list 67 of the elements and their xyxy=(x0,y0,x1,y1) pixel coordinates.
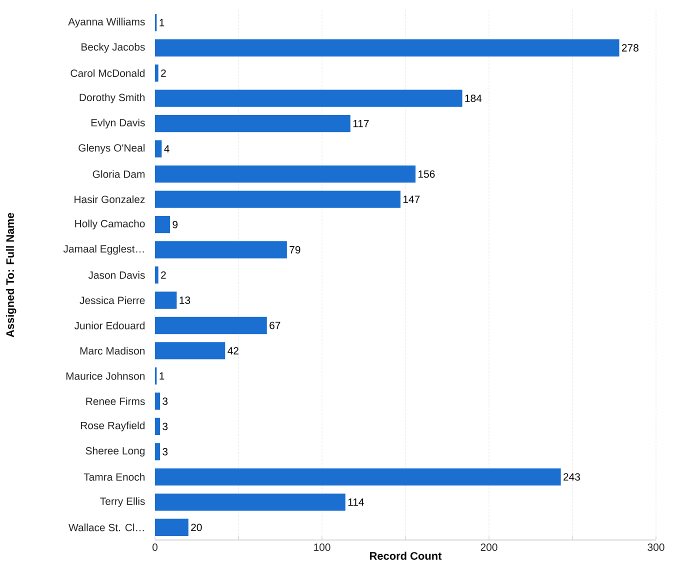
y-tick-label: Jason Davis xyxy=(88,271,145,279)
data-label: 117 xyxy=(353,120,369,128)
y-tick-label: Jamaal Egglest… xyxy=(63,244,144,255)
x-tick-label: 200 xyxy=(480,544,498,551)
y-tick-label: Wallace St. Cl… xyxy=(68,524,144,532)
bar xyxy=(155,418,160,436)
y-tick-label: Tamra Enoch xyxy=(84,473,145,481)
data-label: 243 xyxy=(564,473,580,481)
y-tick-label: Marc Madison xyxy=(80,346,145,355)
x-axis-title: Record Count xyxy=(370,552,442,560)
bar xyxy=(155,216,170,234)
bar xyxy=(155,518,188,536)
data-label: 3 xyxy=(162,448,168,456)
y-tick-label: Hasir Gonzalez xyxy=(74,195,145,204)
bar xyxy=(155,165,416,183)
data-label: 13 xyxy=(180,296,190,304)
y-tick-label: Sheree Long xyxy=(86,446,145,457)
bar xyxy=(155,190,400,208)
data-label: 278 xyxy=(622,44,638,52)
y-tick-label: Terry Ellis xyxy=(100,497,145,508)
bar xyxy=(155,443,160,460)
y-tick-label: Ayanna Williams xyxy=(68,18,145,28)
y-tick-label: Carol McDonald xyxy=(70,69,145,77)
data-label: 9 xyxy=(172,220,178,228)
bar xyxy=(155,292,177,309)
y-tick-label: Glenys O'Neal xyxy=(78,144,145,154)
bar xyxy=(155,39,620,56)
y-tick-label: Evlyn Davis xyxy=(91,118,145,128)
y-tick-label: Maurice Johnson xyxy=(66,372,145,380)
x-tick-label: 100 xyxy=(314,544,330,551)
data-label: 20 xyxy=(191,524,202,532)
data-label: 3 xyxy=(162,398,168,405)
x-tick-label: 300 xyxy=(648,544,664,551)
bar xyxy=(155,114,350,132)
y-axis-title: Assigned To: Full Name xyxy=(6,212,16,338)
y-tick-label: Jessica Pierre xyxy=(80,296,145,304)
data-label: 3 xyxy=(162,422,168,430)
data-label: 4 xyxy=(164,145,170,152)
bar xyxy=(155,266,158,284)
bar xyxy=(155,468,561,486)
bar xyxy=(155,140,162,158)
y-tick-label: Renee Firms xyxy=(86,397,145,406)
data-label: 79 xyxy=(290,246,300,254)
y-tick-label: Rose Rayfield xyxy=(80,422,145,432)
data-label: 114 xyxy=(348,498,364,506)
bar xyxy=(155,241,287,258)
data-label: 156 xyxy=(418,170,435,178)
data-label: 184 xyxy=(465,94,482,102)
y-tick-label: Gloria Dam xyxy=(92,170,145,178)
bar xyxy=(155,494,346,511)
data-label: 42 xyxy=(228,347,238,354)
bar xyxy=(155,90,462,107)
data-label: 2 xyxy=(161,271,166,279)
bar xyxy=(155,316,267,334)
data-label: 1 xyxy=(160,372,164,380)
bar xyxy=(155,64,158,82)
x-tick-label: 0 xyxy=(152,544,158,551)
bar xyxy=(155,392,160,410)
data-label: 1 xyxy=(160,19,164,26)
bar xyxy=(155,342,226,360)
y-tick-label: Becky Jacobs xyxy=(82,42,145,53)
y-tick-label: Holly Camacho xyxy=(75,220,145,230)
data-label: 147 xyxy=(403,196,420,203)
y-tick-label: Dorothy Smith xyxy=(80,93,145,104)
data-label: 67 xyxy=(270,322,280,330)
y-tick-label: Junior Edouard xyxy=(74,322,145,330)
data-label: 2 xyxy=(161,69,166,77)
